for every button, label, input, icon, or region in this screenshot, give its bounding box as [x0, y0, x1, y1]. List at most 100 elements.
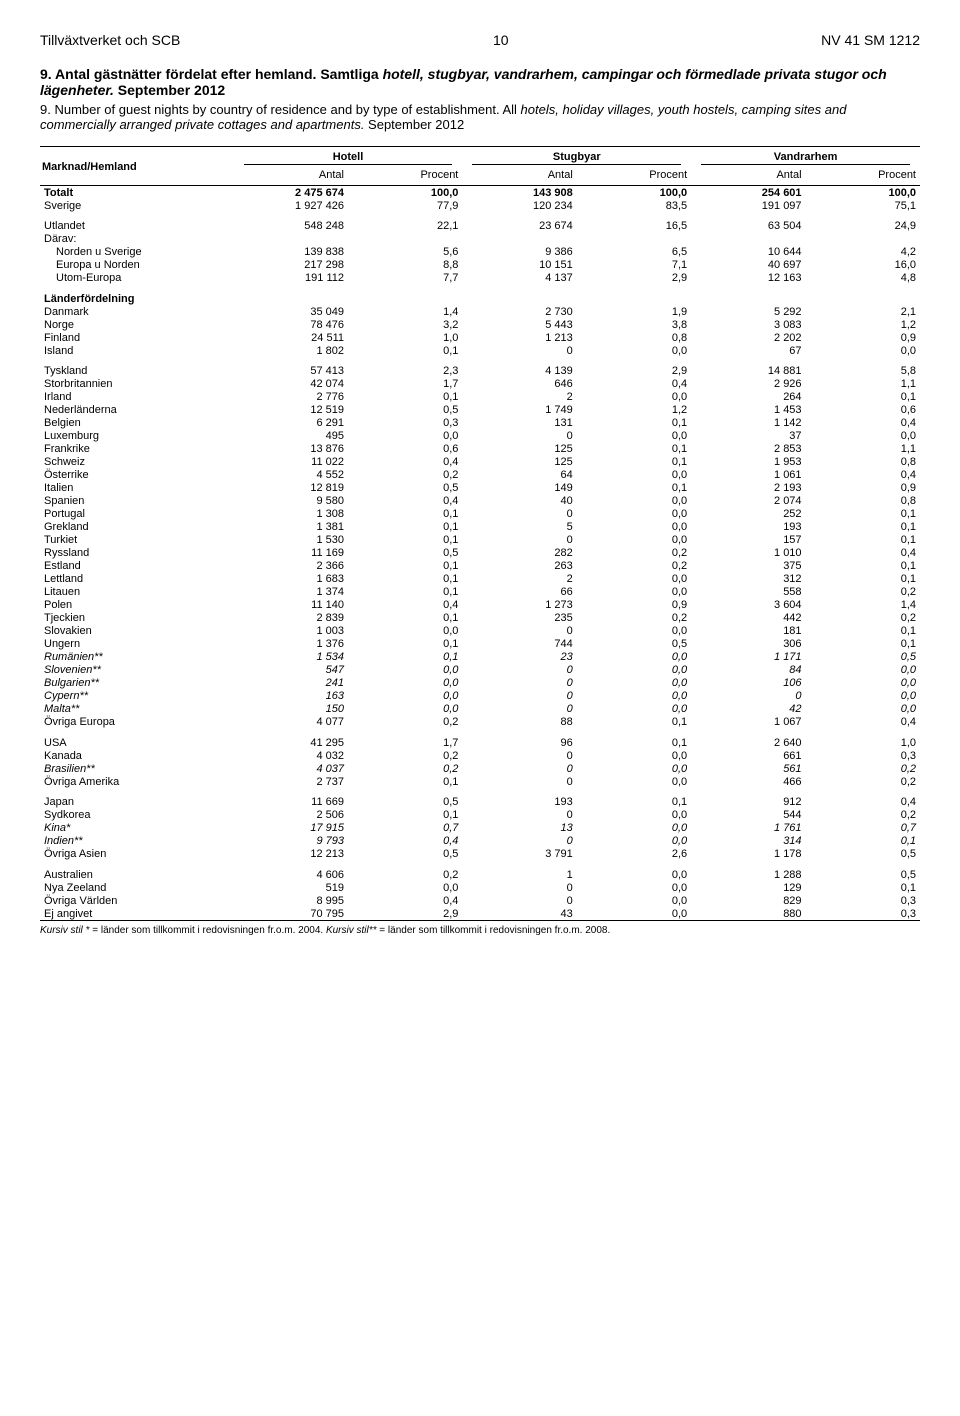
cell: 312 [691, 573, 805, 586]
cell: 1 376 [234, 638, 348, 651]
cell: 0,7 [348, 822, 462, 835]
cell: 1 534 [234, 651, 348, 664]
cell: 0,0 [577, 762, 691, 775]
cell: 0,0 [348, 677, 462, 690]
cell: 22,1 [348, 212, 462, 233]
cell: 1 067 [691, 716, 805, 729]
cell: 43 [462, 907, 576, 921]
table-row: Europa u Norden217 2988,810 1517,140 697… [40, 259, 920, 272]
cell: 0,2 [806, 762, 920, 775]
cell: 0,4 [348, 835, 462, 848]
row-label: Norden u Sverige [40, 246, 234, 259]
cell: 0,1 [806, 881, 920, 894]
row-label: Cypern** [40, 690, 234, 703]
cell: 1 273 [462, 599, 576, 612]
table-row: Slovenien**5470,000,0840,0 [40, 664, 920, 677]
table-row: Estland2 3660,12630,23750,1 [40, 560, 920, 573]
cell: 3,2 [348, 318, 462, 331]
cell: 0 [462, 534, 576, 547]
cell: 0,1 [348, 775, 462, 788]
table-row: Portugal1 3080,100,02520,1 [40, 508, 920, 521]
cell: 11 669 [234, 788, 348, 809]
table-row: Belgien6 2910,31310,11 1420,4 [40, 417, 920, 430]
cell: 0,0 [577, 651, 691, 664]
cell: 11 169 [234, 547, 348, 560]
cell: 66 [462, 586, 576, 599]
cell: 0,4 [348, 599, 462, 612]
cell: 0,0 [348, 690, 462, 703]
cell: 4 032 [234, 749, 348, 762]
table-row: Indien**9 7930,400,03140,1 [40, 835, 920, 848]
cell: 1,1 [806, 378, 920, 391]
cell: 1,7 [348, 378, 462, 391]
cell: 88 [462, 716, 576, 729]
cell: 1 802 [234, 344, 348, 357]
cell: 0,1 [806, 625, 920, 638]
subhead-0: Antal [234, 167, 348, 186]
cell: 0,1 [348, 612, 462, 625]
cell: 519 [234, 881, 348, 894]
cell: 100,0 [806, 186, 920, 200]
row-label: Island [40, 344, 234, 357]
cell: 466 [691, 775, 805, 788]
row-label: Slovenien** [40, 664, 234, 677]
cell: 880 [691, 907, 805, 921]
cell: 0,1 [348, 521, 462, 534]
page-header: Tillväxtverket och SCB 10 NV 41 SM 1212 [40, 32, 920, 48]
cell: 264 [691, 391, 805, 404]
cell: 558 [691, 586, 805, 599]
cell: 35 049 [234, 305, 348, 318]
cell: 11 022 [234, 456, 348, 469]
col-group-hotell: Hotell [234, 147, 463, 168]
cell: 0,0 [577, 664, 691, 677]
table-row: Sverige1 927 42677,9120 23483,5191 09775… [40, 199, 920, 212]
cell: 100,0 [348, 186, 462, 200]
title-sv-tail: September 2012 [114, 82, 225, 98]
cell: 37 [691, 430, 805, 443]
table-row: Österrike4 5520,2640,01 0610,4 [40, 469, 920, 482]
cell: 84 [691, 664, 805, 677]
cell: 42 [691, 703, 805, 716]
cell [234, 233, 348, 246]
cell: 0,0 [577, 495, 691, 508]
cell: 0,5 [348, 547, 462, 560]
table-row: Övriga Amerika2 7370,100,04660,2 [40, 775, 920, 788]
row-label: Malta** [40, 703, 234, 716]
row-label: Bulgarien** [40, 677, 234, 690]
cell: 0,0 [577, 469, 691, 482]
table-row: Island1 8020,100,0670,0 [40, 344, 920, 357]
cell: 1 003 [234, 625, 348, 638]
cell: 0,2 [348, 716, 462, 729]
table-row: Lettland1 6830,120,03120,1 [40, 573, 920, 586]
cell: 1 061 [691, 469, 805, 482]
table-row: Spanien9 5800,4400,02 0740,8 [40, 495, 920, 508]
cell: 63 504 [691, 212, 805, 233]
cell: 1,0 [806, 729, 920, 750]
cell: 3 604 [691, 599, 805, 612]
cell: 661 [691, 749, 805, 762]
cell: 1 749 [462, 404, 576, 417]
row-label: USA [40, 729, 234, 750]
cell: 1,2 [577, 404, 691, 417]
cell: 0,3 [806, 907, 920, 921]
cell: 129 [691, 881, 805, 894]
row-label: Frankrike [40, 443, 234, 456]
cell: 2 640 [691, 729, 805, 750]
cell: 0,0 [577, 894, 691, 907]
cell: 2 730 [462, 305, 576, 318]
cell: 0,0 [577, 749, 691, 762]
cell: 23 674 [462, 212, 576, 233]
cell: 561 [691, 762, 805, 775]
row-label: Utlandet [40, 212, 234, 233]
row-label: Nya Zeeland [40, 881, 234, 894]
cell: 5 292 [691, 305, 805, 318]
cell: 6,5 [577, 246, 691, 259]
cell: 4 552 [234, 469, 348, 482]
row-header: Marknad/Hemland [40, 147, 234, 186]
table-row: Övriga Europa4 0770,2880,11 0670,4 [40, 716, 920, 729]
cell: 75,1 [806, 199, 920, 212]
cell: 744 [462, 638, 576, 651]
cell: 4 606 [234, 861, 348, 882]
cell: 4 037 [234, 762, 348, 775]
row-label: Ej angivet [40, 907, 234, 921]
